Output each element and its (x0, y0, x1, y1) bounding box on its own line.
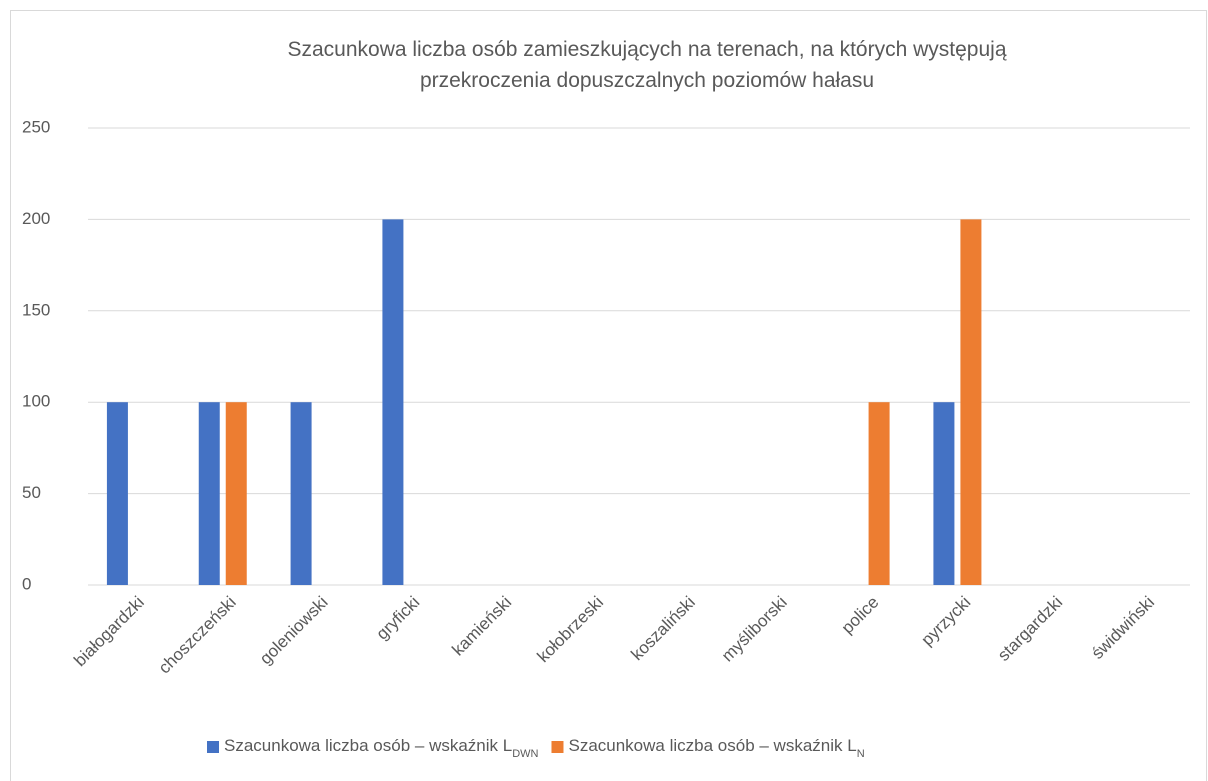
x-tick-label: białogardzki (70, 593, 148, 671)
legend-swatch (551, 741, 564, 753)
legend-label: Szacunkowa liczba osób – wskaźnik LDWN (224, 736, 539, 759)
y-tick-label: 250 (22, 117, 50, 136)
x-tick-label: kołobrzeski (534, 593, 608, 667)
bar (960, 219, 982, 585)
x-tick-label: kamieński (448, 593, 515, 660)
x-tick-label: stargardzki (994, 593, 1066, 665)
bar (933, 402, 955, 585)
x-tick-label: police (838, 593, 883, 638)
bar (106, 402, 128, 585)
x-tick-label: pyrzycki (918, 593, 975, 650)
bar (290, 402, 312, 585)
legend-name: Szacunkowa liczba osób – wskaźnik L (568, 736, 856, 755)
y-tick-label: 200 (22, 209, 50, 228)
legend-name: Szacunkowa liczba osób – wskaźnik L (224, 736, 512, 755)
chart-border (10, 10, 1207, 781)
legend-label: Szacunkowa liczba osób – wskaźnik LN (568, 736, 864, 759)
y-tick-label: 50 (22, 483, 41, 502)
y-tick-label: 100 (22, 392, 50, 411)
bar (382, 219, 404, 585)
legend-subscript: DWN (512, 748, 538, 760)
x-tick-label: myśliborski (718, 593, 791, 666)
legend-subscript: N (857, 748, 865, 760)
x-tick-label: gryficki (373, 593, 424, 644)
bar (868, 402, 890, 585)
chart-title: Szacunkowa liczba osób zamieszkujących n… (287, 38, 1007, 92)
bar (225, 402, 247, 585)
x-tick-label: choszczeński (155, 593, 240, 678)
legend-swatch (207, 741, 219, 753)
x-tick-label: koszaliński (627, 593, 699, 665)
y-tick-label: 150 (22, 300, 50, 319)
x-tick-label: goleniowski (256, 593, 332, 669)
bar (198, 402, 220, 585)
y-tick-label: 0 (22, 574, 31, 593)
x-tick-label: świdwiński (1088, 593, 1158, 663)
